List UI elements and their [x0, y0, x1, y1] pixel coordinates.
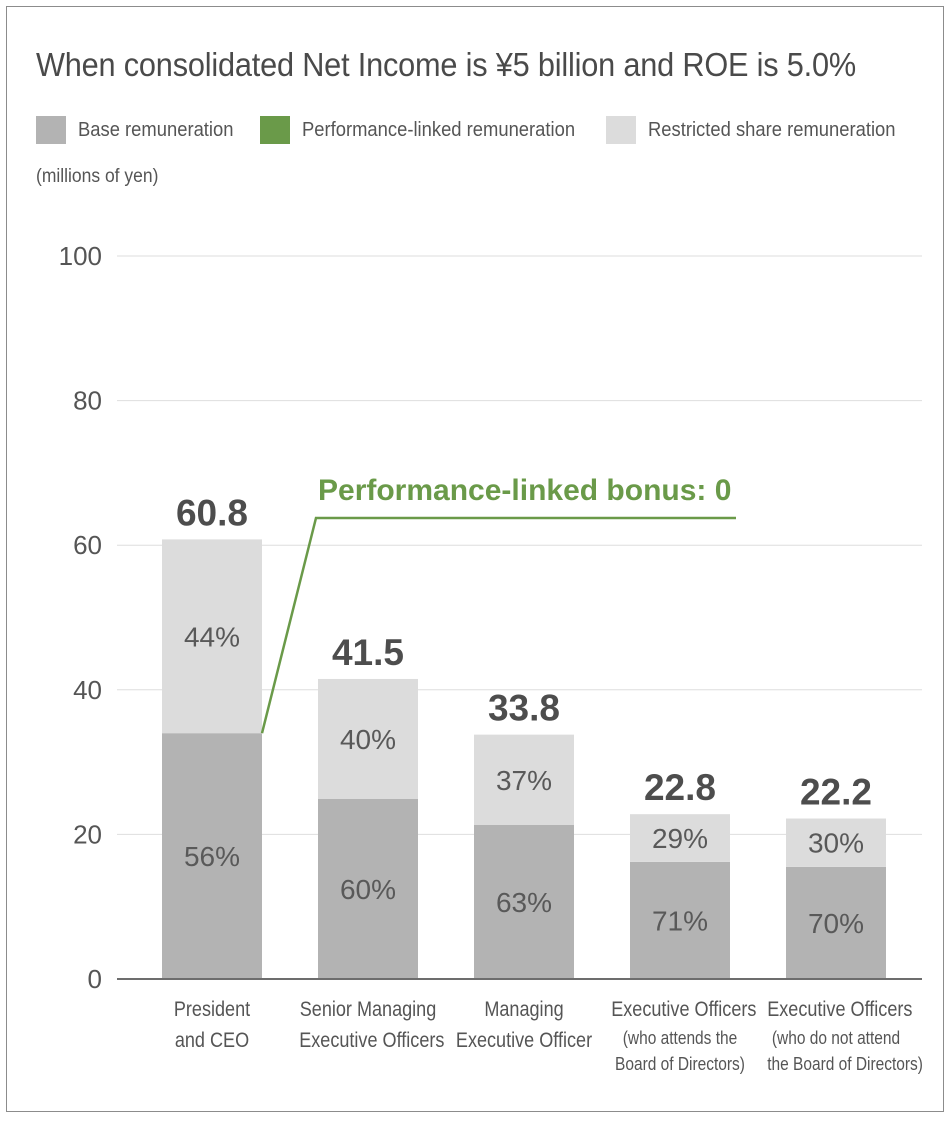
bar-segment-2-3 [630, 814, 730, 862]
legend-item-restricted: Restricted share remuneration [606, 116, 917, 144]
bar-segment-0-4 [786, 866, 886, 979]
x-category-label-3: Executive Officers (who attends the Board … [611, 994, 757, 1077]
y-tick-label-100: 100 [59, 241, 102, 271]
legend-item-performance: Performance-linked remuneration [260, 116, 599, 144]
bar-segment-2-0 [162, 539, 262, 734]
x-category-line: and CEO [174, 1029, 250, 1052]
bar-segment-2-1 [318, 678, 418, 799]
percent-label-0-2: 63% [496, 887, 552, 918]
total-label-0: 60.8 [176, 492, 248, 533]
x-category-line: (who do not attend [771, 1028, 901, 1048]
legend-label-performance: Performance-linked remuneration [302, 118, 576, 141]
x-category-line: Managing [484, 998, 564, 1021]
bar-segment-2-4 [786, 818, 886, 867]
percent-label-0-1: 60% [340, 874, 396, 905]
y-tick-label-40: 40 [73, 675, 102, 705]
legend-label-base: Base remuneration [78, 118, 234, 141]
x-category-line: the Board of Directors) [767, 1054, 923, 1074]
annotation-text: Performance-linked bonus: 0 [318, 474, 731, 507]
percent-label-2-4: 30% [808, 828, 864, 859]
legend-label-restricted: Restricted share remuneration [648, 118, 896, 141]
bar-segment-0-2 [474, 825, 574, 979]
chart-frame [6, 6, 944, 1112]
x-category-line: Executive Officers [767, 998, 913, 1021]
x-category-label-0: President and CEO [143, 994, 281, 1056]
total-label-4: 22.2 [800, 771, 872, 812]
bar-segment-0-0 [162, 733, 262, 979]
x-category-label-2: Managing Executive Officer [455, 994, 593, 1056]
bar-segment-0-1 [318, 798, 418, 979]
units-label: (millions of yen) [36, 166, 159, 187]
chart-title: When consolidated Net Income is ¥5 billi… [36, 46, 856, 83]
x-category-line: (who attends the [622, 1028, 738, 1048]
legend-swatch-base [36, 116, 66, 144]
legend: Base remuneration Performance-linked rem… [36, 116, 916, 146]
total-label-2: 33.8 [488, 688, 560, 729]
legend-swatch-restricted [606, 116, 636, 144]
total-label-3: 22.8 [644, 767, 716, 808]
y-tick-label-20: 20 [73, 819, 102, 849]
x-category-label-4: Executive Officers (who do not attend the … [767, 994, 923, 1077]
percent-label-0-4: 70% [808, 908, 864, 939]
percent-label-2-0: 44% [184, 621, 240, 652]
x-category-line: Board of Directors) [615, 1054, 745, 1074]
x-category-label-1: Senior Managing Executive Officers [299, 994, 445, 1056]
percent-label-2-3: 29% [652, 823, 708, 854]
x-category-line: President [173, 998, 251, 1021]
bar-segment-2-2 [474, 734, 574, 826]
y-tick-label-0: 0 [88, 964, 102, 994]
annotation-leader-line [260, 516, 736, 734]
legend-item-base: Base remuneration [36, 116, 247, 144]
total-label-1: 41.5 [332, 632, 404, 673]
x-category-line: Executive Officer [455, 1029, 593, 1052]
legend-swatch-performance [260, 116, 290, 144]
x-category-line: Executive Officers [299, 1029, 445, 1052]
y-tick-label-80: 80 [73, 386, 102, 416]
y-tick-label-60: 60 [73, 530, 102, 560]
x-category-line: Senior Managing [299, 998, 437, 1021]
percent-label-2-1: 40% [340, 724, 396, 755]
percent-label-0-0: 56% [184, 841, 240, 872]
percent-label-2-2: 37% [496, 765, 552, 796]
x-category-line: Executive Officers [611, 998, 757, 1021]
percent-label-0-3: 71% [652, 905, 708, 936]
bar-segment-0-3 [630, 861, 730, 979]
